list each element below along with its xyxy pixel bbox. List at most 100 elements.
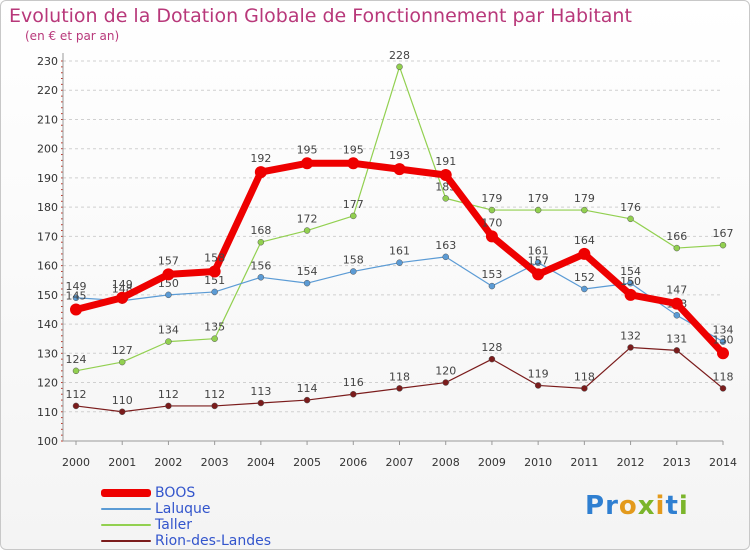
y-tick-label: 190 [37,172,58,185]
data-label-laluque: 154 [297,265,318,278]
chart-title: Evolution de la Dotation Globale de Fonc… [9,5,632,27]
data-label-boos: 157 [158,254,179,267]
x-tick-label: 2007 [386,456,414,469]
chart-subtitle: (en € et par an) [25,29,120,43]
data-label-rion-des-landes: 131 [666,332,687,345]
data-label-laluque: 161 [389,245,410,258]
data-label-taller: 168 [250,224,271,237]
point-rion-des-landes [719,385,727,392]
data-label-boos: 157 [528,254,549,267]
point-boos [347,157,360,170]
data-label-boos: 150 [620,275,641,288]
data-label-laluque: 154 [620,265,641,278]
data-label-rion-des-landes: 118 [574,370,595,383]
data-label-laluque: 152 [574,271,595,284]
point-laluque [488,282,496,290]
y-tick-label: 160 [37,260,58,273]
point-taller [488,206,496,214]
logo-letter: i [655,491,666,521]
point-rion-des-landes [396,385,403,392]
data-label-taller: 134 [158,324,179,337]
point-rion-des-landes [442,379,449,386]
point-rion-des-landes [350,390,357,398]
data-label-rion-des-landes: 118 [713,370,734,383]
x-tick-label: 2001 [108,456,136,469]
data-label-taller: 135 [204,321,225,334]
point-taller [581,206,588,214]
legend-label: BOOS [155,485,196,501]
x-tick-label: 2010 [524,456,552,469]
logo-letter: r [605,491,619,521]
data-label-boos: 195 [297,143,318,156]
point-taller [396,63,403,71]
chart-legend: BOOS Laluque Taller Rion-des-Landes [101,485,271,549]
point-rion-des-landes [211,402,218,410]
data-label-taller: 172 [297,213,318,226]
legend-label: Laluque [155,501,211,517]
data-label-laluque: 163 [435,239,456,252]
legend-label: Rion-des-Landes [155,533,271,549]
data-label-boos: 193 [389,149,410,162]
point-laluque [211,288,218,296]
x-tick-label: 2009 [478,456,506,469]
point-boos [532,268,545,281]
point-boos [393,163,406,176]
point-taller [627,215,634,223]
data-label-boos: 149 [112,278,133,291]
x-tick-label: 2013 [663,456,691,469]
point-laluque [350,268,357,275]
data-label-rion-des-landes: 112 [204,388,225,401]
data-label-rion-des-landes: 116 [343,376,364,389]
point-laluque [72,294,80,302]
data-label-laluque: 156 [250,259,271,272]
legend-swatch [101,524,151,526]
data-label-taller: 177 [343,198,364,211]
point-laluque [165,291,172,299]
point-rion-des-landes [303,396,311,404]
data-label-rion-des-landes: 119 [528,367,549,380]
y-tick-label: 150 [37,289,58,302]
data-label-boos: 170 [481,216,502,229]
y-tick-label: 220 [37,84,58,97]
logo-letter: t [665,491,679,521]
y-tick-label: 110 [37,406,58,419]
y-tick-label: 210 [37,113,58,126]
y-tick-label: 140 [37,318,58,331]
point-taller [673,244,681,252]
point-taller [719,241,727,249]
y-tick-label: 170 [37,230,58,243]
data-label-laluque: 161 [528,245,549,258]
data-label-taller: 166 [666,230,687,243]
data-label-taller: 228 [389,49,410,62]
x-tick-label: 2014 [709,456,737,469]
data-label-taller: 124 [66,353,87,366]
point-rion-des-landes [165,402,172,410]
logo-letter: P [585,491,606,521]
data-label-taller: 167 [713,227,734,240]
data-label-rion-des-landes: 110 [112,394,133,407]
data-label-rion-des-landes: 132 [620,329,641,342]
point-rion-des-landes [534,382,542,389]
legend-item-rion-des-landes: Rion-des-Landes [101,533,271,549]
data-label-boos: 145 [66,289,87,302]
point-boos [624,288,637,301]
x-tick-label: 2006 [339,456,367,469]
data-label-rion-des-landes: 128 [481,341,502,354]
data-label-boos: 130 [713,333,734,346]
point-taller [257,238,265,246]
legend-item-taller: Taller [101,517,271,533]
x-tick-label: 2005 [293,456,321,469]
logo-letter: o [618,491,638,521]
data-label-boos: 195 [343,143,364,156]
data-label-rion-des-landes: 120 [435,365,456,378]
point-taller [118,358,126,366]
point-boos [717,347,729,360]
data-label-boos: 191 [435,155,456,168]
point-boos [439,169,452,181]
legend-swatch [101,489,151,497]
point-laluque [673,312,681,319]
data-label-laluque: 149 [66,280,87,293]
point-laluque [534,259,542,266]
data-label-taller: 127 [112,344,133,357]
legend-label: Taller [155,517,192,533]
